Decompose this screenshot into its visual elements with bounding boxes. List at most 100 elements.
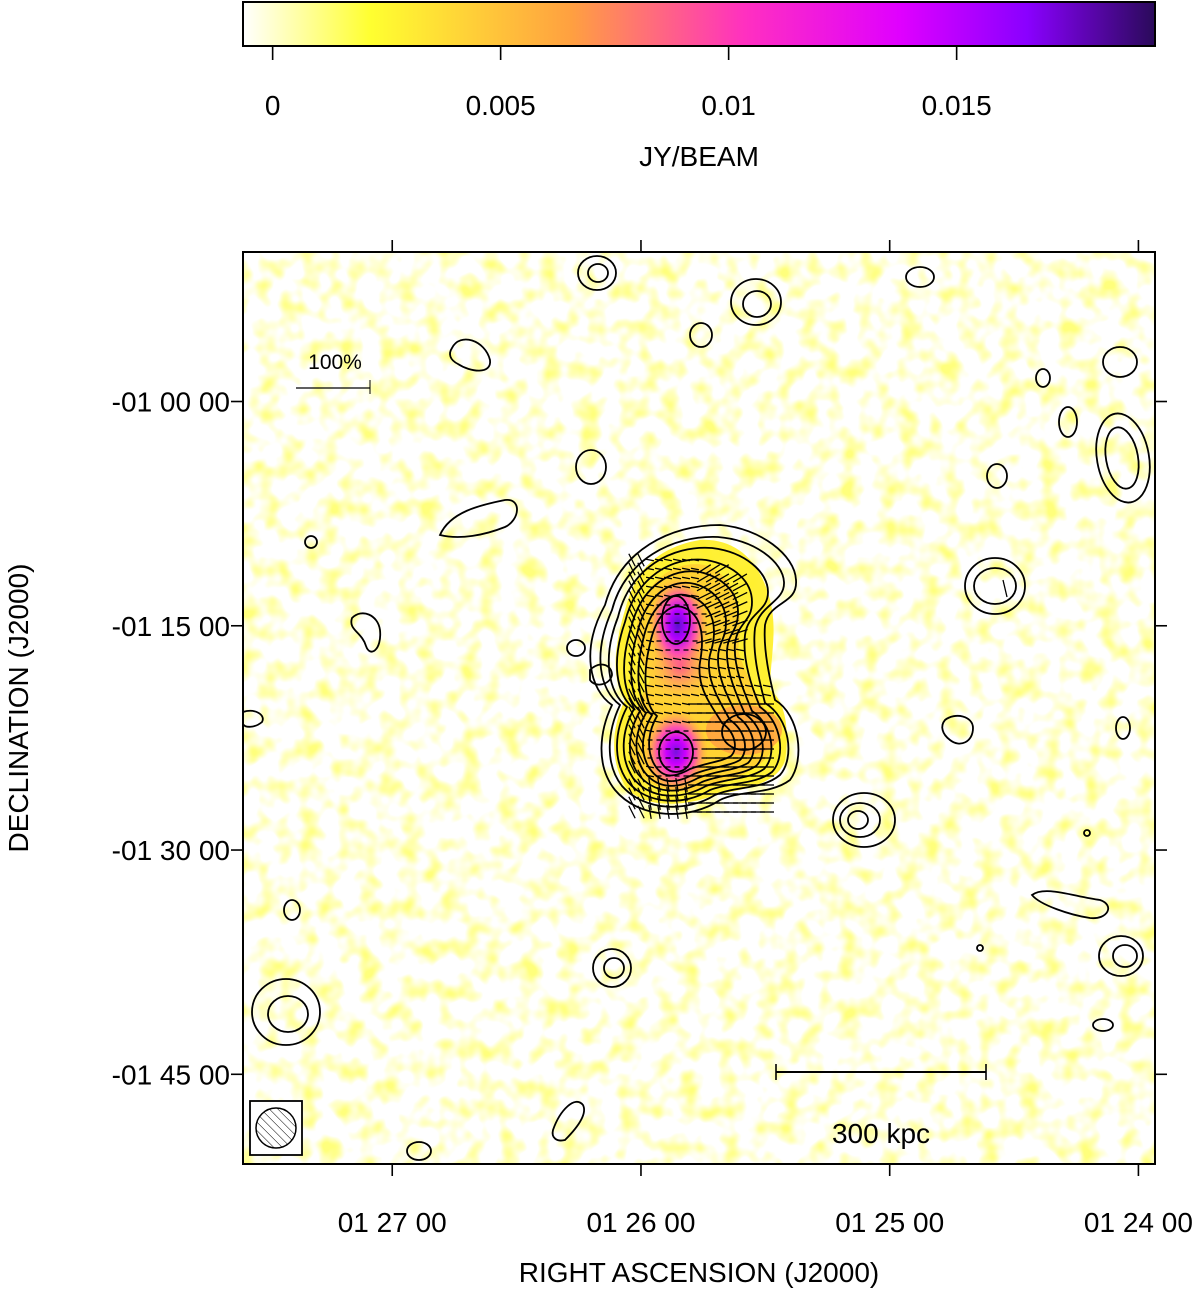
polarization-vector <box>645 612 655 616</box>
polarization-vector <box>628 607 636 621</box>
y-tick-label: -01 00 00 <box>112 387 230 418</box>
polarization-vector <box>705 610 721 618</box>
polarization-vector <box>663 711 673 715</box>
polarization-vector <box>675 804 679 820</box>
polarization-vector <box>708 648 718 652</box>
polarization-vector <box>705 573 721 583</box>
polarization-vector <box>717 693 727 697</box>
polarization-vector <box>675 786 679 802</box>
polarization-vector <box>732 601 748 609</box>
polarization-vector <box>705 591 721 601</box>
polarization-vector <box>628 562 636 576</box>
colorbar-tick-label: 0.01 <box>701 90 756 121</box>
polarization-vector <box>1002 579 1008 598</box>
polarization-vector <box>628 589 636 603</box>
polarization-vector <box>628 634 636 648</box>
polarization-vector <box>708 657 718 661</box>
polarization-vector <box>672 567 682 571</box>
polarization-vector <box>628 580 636 594</box>
polarization-vector <box>657 804 661 820</box>
polarization-vector <box>663 684 673 688</box>
polarization-vector <box>723 582 739 592</box>
polarization-vector <box>637 733 645 747</box>
polarization-vector <box>637 625 645 639</box>
polarization-vector <box>654 693 664 697</box>
polarization-vector <box>690 558 700 562</box>
polarization-vector <box>663 594 673 598</box>
polarization-vector <box>726 693 736 697</box>
scalebar-label: 300 kpc <box>832 1118 930 1149</box>
polarization-vector <box>654 576 664 580</box>
polarization-vector <box>726 657 736 661</box>
polarization-vector <box>735 648 745 652</box>
polarization-vector <box>723 610 739 618</box>
polarization-vector <box>690 693 700 697</box>
polarization-vector <box>708 666 718 670</box>
polarization-vector <box>714 619 730 627</box>
x-tick-label: 01 27 00 <box>338 1207 447 1238</box>
polarization-vector <box>645 603 655 607</box>
polarization-vector <box>628 742 636 756</box>
polarization-vector <box>654 558 664 562</box>
polarization-vector <box>628 769 636 783</box>
polarization-vector <box>699 666 709 670</box>
polarization-vector <box>645 693 655 697</box>
colorbar-tick-label: 0 <box>265 90 281 121</box>
polarization-vector <box>666 786 670 802</box>
polarization-vector <box>714 591 730 601</box>
polarization-vector <box>690 684 700 688</box>
polarization-vector <box>637 607 645 621</box>
polarization-vector <box>705 638 721 644</box>
polarization-vector <box>628 778 636 792</box>
polarization-vector <box>714 610 730 618</box>
polarization-vector <box>628 733 636 747</box>
polarization-vector <box>705 628 721 636</box>
polarization-vector <box>717 666 727 670</box>
polarization-vector <box>637 598 645 612</box>
polarization-vector <box>657 786 661 802</box>
polarization-vector <box>648 804 652 820</box>
polarization-vector <box>637 562 645 576</box>
polarization-vector <box>637 571 645 585</box>
polarization-vector <box>654 720 664 724</box>
polarization-vector <box>637 553 645 567</box>
polarization-vector <box>705 619 721 627</box>
polarization-vector <box>645 576 655 580</box>
polarization-vector <box>690 648 700 652</box>
polarization-vector <box>714 601 730 609</box>
polarization-vector <box>654 585 664 589</box>
polarization-vector <box>681 567 691 571</box>
plot-frame <box>242 251 1156 1165</box>
map-panel: 100% 300 kpc 01 27 00 01 26 00 01 25 00 01 … <box>3 240 1193 1288</box>
polarization-vector <box>699 693 709 697</box>
polarization-vector <box>637 580 645 594</box>
polarization-vector <box>628 553 636 567</box>
polarization-vector <box>690 567 700 571</box>
polarization-vector <box>735 666 745 670</box>
polarization-vector <box>717 648 727 652</box>
polarization-vector <box>663 693 673 697</box>
polarization-vector <box>732 582 748 592</box>
polarization-vector <box>717 675 727 679</box>
polarization-vector <box>681 594 691 598</box>
polarization-vector <box>637 589 645 603</box>
y-tick-label: -01 30 00 <box>112 835 230 866</box>
polarization-vector <box>696 591 712 601</box>
polarization-vector <box>645 675 655 679</box>
polarization-vector <box>654 684 664 688</box>
polarization-vector <box>684 795 688 811</box>
polarization-vector <box>628 697 636 711</box>
polarization-vector <box>696 564 712 574</box>
polarization-vector <box>637 742 645 756</box>
axis-ticks <box>231 240 1167 1176</box>
polarization-vector <box>690 675 700 679</box>
polarization-vector <box>628 643 636 657</box>
polarization-vector <box>666 795 670 811</box>
colorbar-tick-label: 0.015 <box>922 90 992 121</box>
polarization-vector <box>637 769 645 783</box>
polarization-vector <box>696 638 712 644</box>
polarization-vector <box>663 558 673 562</box>
polarization-vector <box>753 684 763 688</box>
beam-indicator <box>249 1100 303 1156</box>
polarization-vector <box>705 564 721 574</box>
